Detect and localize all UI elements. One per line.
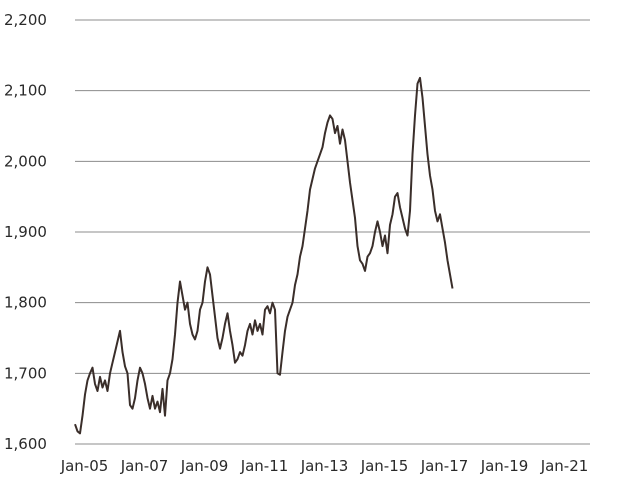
x-tick-label: Jan-17 — [420, 457, 469, 475]
x-tick-label: Jan-05 — [60, 457, 109, 475]
x-tick-label: Jan-13 — [300, 457, 349, 475]
x-tick-label: Jan-21 — [540, 457, 589, 475]
x-tick-label: Jan-09 — [180, 457, 229, 475]
y-tick-label: 2,000 — [4, 152, 47, 170]
y-tick-label: 1,700 — [4, 364, 47, 382]
y-tick-labels: 1,600 1,700 1,800 1,900 2,000 2,100 2,200 — [4, 11, 47, 453]
y-tick-label: 1,800 — [4, 294, 47, 312]
x-tick-label: Jan-07 — [120, 457, 169, 475]
x-tick-labels: Jan-05 Jan-07 Jan-09 Jan-11 Jan-13 Jan-15 Jan-… — [60, 457, 589, 475]
x-tick-label: Jan-19 — [480, 457, 529, 475]
series-layer — [74, 76, 454, 435]
x-tick-label: Jan-15 — [360, 457, 409, 475]
y-tick-label: 1,600 — [4, 435, 47, 453]
y-tick-label: 2,200 — [4, 11, 47, 29]
series-line — [74, 76, 454, 435]
x-tick-label: Jan-11 — [240, 457, 289, 475]
y-tick-label: 1,900 — [4, 223, 47, 241]
gridlines — [75, 19, 590, 445]
y-tick-label: 2,100 — [4, 82, 47, 100]
